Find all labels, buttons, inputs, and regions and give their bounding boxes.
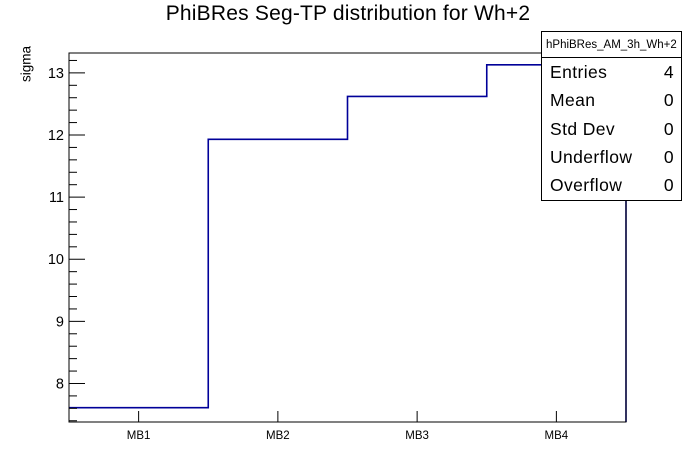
y-tick-label-9: 9 [56, 314, 64, 330]
y-tick-label-8: 8 [56, 376, 64, 392]
x-tick-label-MB3: MB3 [405, 430, 429, 442]
stat-label: Underflow [550, 146, 633, 167]
stat-value: 0 [663, 175, 674, 196]
stat-label: Std Dev [550, 118, 616, 139]
plot-frame [68, 52, 627, 423]
stats-row-mean: Mean 0 [542, 86, 681, 114]
stats-row-stddev: Std Dev 0 [542, 115, 681, 143]
stats-row-underflow: Underflow 0 [542, 143, 681, 171]
x-tick-label-MB2: MB2 [266, 430, 290, 442]
y-tick-label-10: 10 [48, 252, 64, 268]
stats-row-overflow: Overflow 0 [542, 172, 681, 200]
y-tick-label-11: 11 [49, 190, 64, 206]
y-tick-label-12: 12 [48, 128, 64, 144]
stat-value: 0 [663, 146, 674, 167]
x-tick-label-MB4: MB4 [545, 430, 569, 442]
stats-row-entries: Entries 4 [542, 58, 681, 86]
stat-value: 0 [663, 118, 674, 139]
stat-label: Mean [550, 90, 596, 111]
stat-label: Overflow [550, 175, 623, 196]
stat-value: 0 [663, 90, 674, 111]
stats-box-title: hPhiBRes_AM_3h_Wh+2 [542, 32, 681, 58]
stats-box: hPhiBRes_AM_3h_Wh+2 Entries 4 Mean 0 Std… [541, 31, 682, 201]
chart-title: PhiBRes Seg-TP distribution for Wh+2 [165, 2, 531, 25]
y-tick-label-13: 13 [48, 66, 64, 82]
stat-value: 4 [663, 61, 674, 82]
stats-box-rows: Entries 4 Mean 0 Std Dev 0 Underflow 0 O… [542, 58, 681, 200]
x-tick-label-MB1: MB1 [127, 430, 151, 442]
stat-label: Entries [550, 61, 608, 82]
